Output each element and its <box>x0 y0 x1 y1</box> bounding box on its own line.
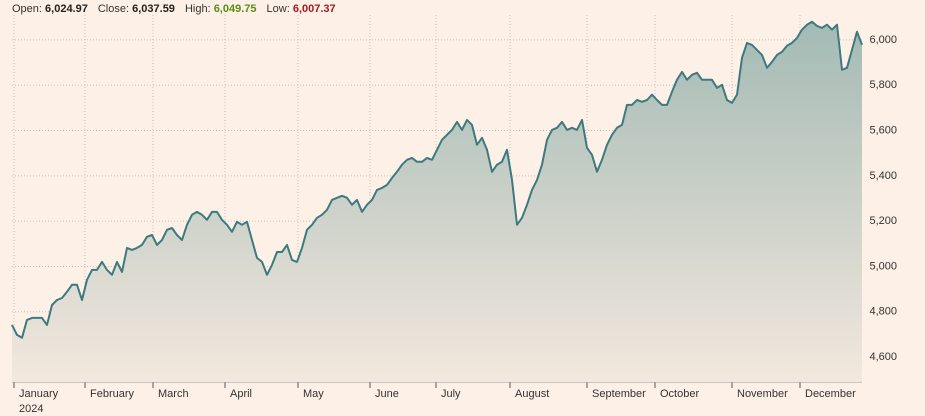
year-label: 2024 <box>19 403 43 415</box>
stat-value: 6,049.75 <box>213 3 257 15</box>
x-tick-label: March <box>158 388 189 400</box>
y-tick-label: 5,200 <box>869 215 897 227</box>
price-line <box>11 20 863 339</box>
y-tick-label: 5,000 <box>869 260 897 272</box>
x-tick-label: February <box>90 388 135 400</box>
stat: Open: 6,024.97 <box>12 3 88 15</box>
x-tick-label: May <box>303 388 324 400</box>
x-tick-label: July <box>441 388 461 400</box>
area-fill <box>12 21 862 383</box>
y-tick-label: 4,600 <box>869 351 897 363</box>
stat-label: High: <box>184 3 211 15</box>
x-tick-label: December <box>805 388 856 400</box>
stat-label: Low: <box>266 3 290 15</box>
stat-label: Open: <box>12 3 42 15</box>
y-tick-label: 5,400 <box>869 170 897 182</box>
x-tick-label: January <box>19 388 59 400</box>
stat: High: 6,049.75 <box>185 3 257 15</box>
y-tick-label: 4,800 <box>869 306 897 318</box>
y-tick-label: 5,600 <box>869 124 897 136</box>
x-tick-label: September <box>592 388 646 400</box>
header-stats: Open: 6,024.97 Close: 6,037.59 High: 6,049… <box>12 3 346 15</box>
stat: Low: 6,007.37 <box>267 3 336 15</box>
stat-value: 6,037.59 <box>132 3 175 15</box>
x-tick-label: April <box>230 388 252 400</box>
stat-value: 6,024.97 <box>45 3 88 15</box>
y-tick-label: 5,800 <box>869 79 897 91</box>
stat-label: Close: <box>97 3 130 15</box>
stat-value: 6,007.37 <box>292 3 336 15</box>
x-tick-label: November <box>737 388 788 400</box>
x-tick-label: October <box>660 388 699 400</box>
x-tick-label: June <box>375 388 399 400</box>
y-tick-label: 6,000 <box>869 34 897 46</box>
x-tick-label: August <box>515 388 549 400</box>
stat: Close: 6,037.59 <box>98 3 175 15</box>
